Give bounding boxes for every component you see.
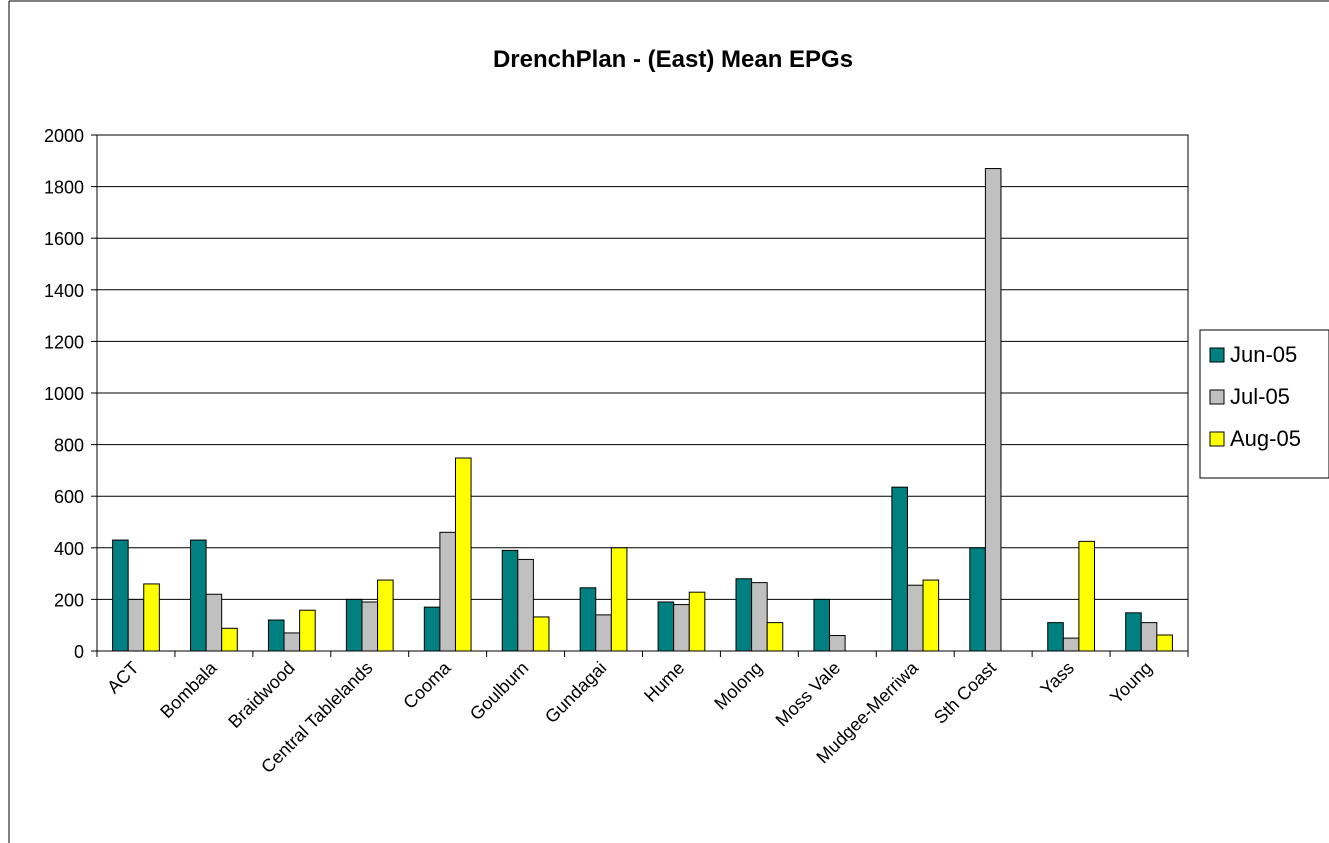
bar [454, 457, 472, 652]
legend-swatch [1209, 347, 1225, 363]
bar [735, 578, 753, 652]
bar [969, 547, 986, 652]
x-tick-label: Young [1106, 658, 1156, 708]
chart-title: DrenchPlan - (East) Mean EPGs [493, 46, 853, 73]
bar [673, 604, 690, 652]
bar [813, 598, 831, 652]
x-tick-label: Bombala [156, 657, 221, 722]
bar [766, 622, 784, 652]
bar [345, 598, 363, 652]
legend-swatch [1209, 431, 1225, 447]
bar [657, 601, 675, 652]
legend: Jun-05 Jul-05 Aug-05 [1199, 329, 1329, 479]
y-tick-label: 400 [54, 539, 84, 559]
bar [922, 579, 940, 652]
legend-swatch [1209, 389, 1225, 405]
bar [439, 531, 456, 652]
bar [423, 606, 441, 652]
bar [984, 168, 1002, 652]
y-tick-label: 200 [54, 590, 84, 610]
bar [127, 598, 145, 652]
bar [1078, 540, 1095, 652]
x-tick-label: Sth Coast [930, 658, 1000, 728]
bar [143, 583, 160, 652]
y-tick-label: 800 [54, 436, 84, 456]
x-tick-label: Cooma [399, 657, 455, 713]
bar [190, 539, 207, 652]
bar [532, 616, 550, 652]
bar [610, 547, 628, 652]
y-tick-label: 1400 [44, 281, 84, 301]
bar [829, 635, 846, 652]
bar [579, 587, 597, 652]
bar [1047, 622, 1064, 652]
bar [283, 632, 301, 652]
y-tick-label: 1600 [44, 229, 84, 249]
x-tick-label: Braidwood [224, 658, 298, 732]
x-tick-label: ACT [103, 658, 143, 698]
bar [891, 486, 908, 652]
legend-label: Jul-05 [1230, 384, 1290, 409]
y-tick-label: 1200 [44, 332, 84, 352]
bar [688, 591, 706, 652]
y-tick-label: 0 [74, 642, 84, 662]
y-tick-label: 1000 [44, 384, 84, 404]
bar [1140, 622, 1158, 652]
legend-label: Aug-05 [1230, 426, 1301, 451]
y-tick-label: 1800 [44, 178, 84, 198]
bar [377, 579, 394, 652]
bar [1125, 612, 1142, 652]
legend-label: Jun-05 [1230, 342, 1297, 367]
x-tick-label: Gundagai [541, 658, 610, 727]
x-tick-label: Goulburn [466, 658, 533, 725]
bar [205, 593, 223, 652]
x-tick-label: Molong [710, 658, 766, 714]
x-tick-label: Hume [640, 658, 688, 706]
bar [112, 539, 129, 652]
bar [267, 619, 285, 652]
y-tick-label: 2000 [44, 126, 84, 146]
bar [221, 627, 238, 652]
plot-area: 0 200 400 600 800 1000 1200 1400 1600 1800 2000 ACT… [44, 126, 1189, 777]
bar [595, 614, 612, 652]
bar [1062, 637, 1080, 652]
bar [361, 601, 379, 652]
y-tick-label: 600 [54, 487, 84, 507]
bar [1156, 634, 1173, 652]
bar [299, 609, 316, 652]
bar [906, 584, 924, 652]
bar [751, 582, 768, 652]
bar [517, 558, 534, 652]
x-tick-label: Yass [1036, 658, 1077, 699]
bar [501, 549, 519, 652]
x-tick-label: Moss Vale [772, 658, 845, 731]
